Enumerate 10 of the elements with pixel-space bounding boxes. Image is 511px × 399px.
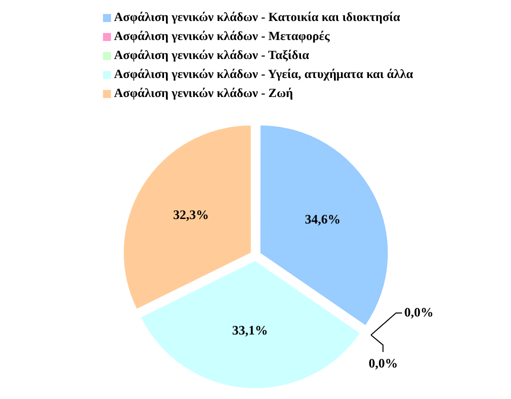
legend-label: Ασφάλιση γενικών κλάδων - Ζωή <box>114 85 293 102</box>
legend-label: Ασφάλιση γενικών κλάδων - Ταξίδια <box>114 47 310 64</box>
legend-label: Ασφάλιση γενικών κλάδων - Μεταφορές <box>114 28 330 45</box>
data-label: 32,3% <box>173 206 209 222</box>
data-label: 33,1% <box>232 322 268 338</box>
text: 0,0% <box>404 304 434 320</box>
text: 0,0% <box>368 356 398 371</box>
legend-label: Ασφάλιση γενικών κλάδων - Κατοικία και ιδιοκτησία <box>114 9 400 26</box>
data-label: 34,6% <box>304 212 341 227</box>
legend-label: Ασφάλιση γενικών κλάδων - Υγεία, ατυχήματα και άλλα <box>114 66 414 83</box>
